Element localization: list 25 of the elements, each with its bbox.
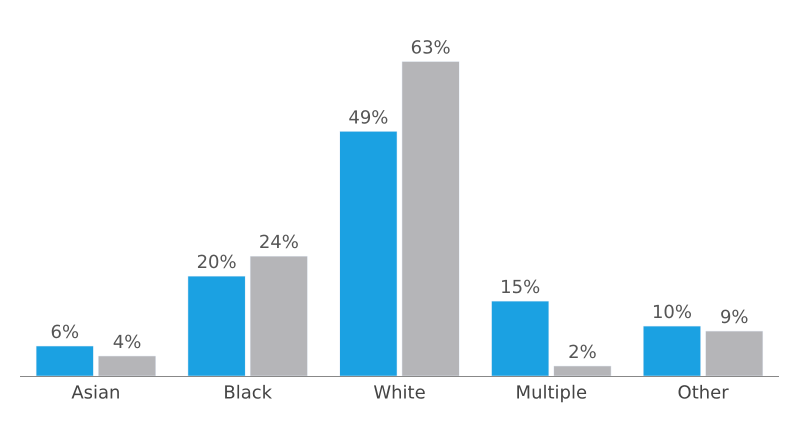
bar (402, 61, 460, 376)
bar (705, 330, 764, 376)
bar (188, 276, 246, 376)
bar (340, 131, 398, 376)
data-label: 9% (720, 307, 748, 328)
data-label: 4% (112, 332, 142, 354)
data-label: 20% (196, 252, 237, 274)
data-label: 2% (568, 342, 597, 364)
x-tick-label: Multiple (516, 382, 588, 404)
x-tick-label: White (373, 382, 426, 404)
data-label: 63% (410, 38, 451, 59)
bar (36, 346, 94, 376)
bar (554, 366, 612, 376)
x-tick-label: Black (223, 382, 273, 404)
bar (491, 300, 550, 376)
bar (643, 326, 701, 376)
bar (250, 256, 308, 376)
data-label: 49% (348, 107, 388, 128)
x-tick-label: Asian (71, 382, 120, 404)
x-tick-label: Other (678, 382, 730, 404)
data-label: 6% (50, 322, 80, 344)
data-label: 15% (500, 277, 540, 298)
bar (98, 356, 156, 376)
data-label: 10% (652, 302, 692, 324)
data-label: 24% (258, 232, 299, 254)
